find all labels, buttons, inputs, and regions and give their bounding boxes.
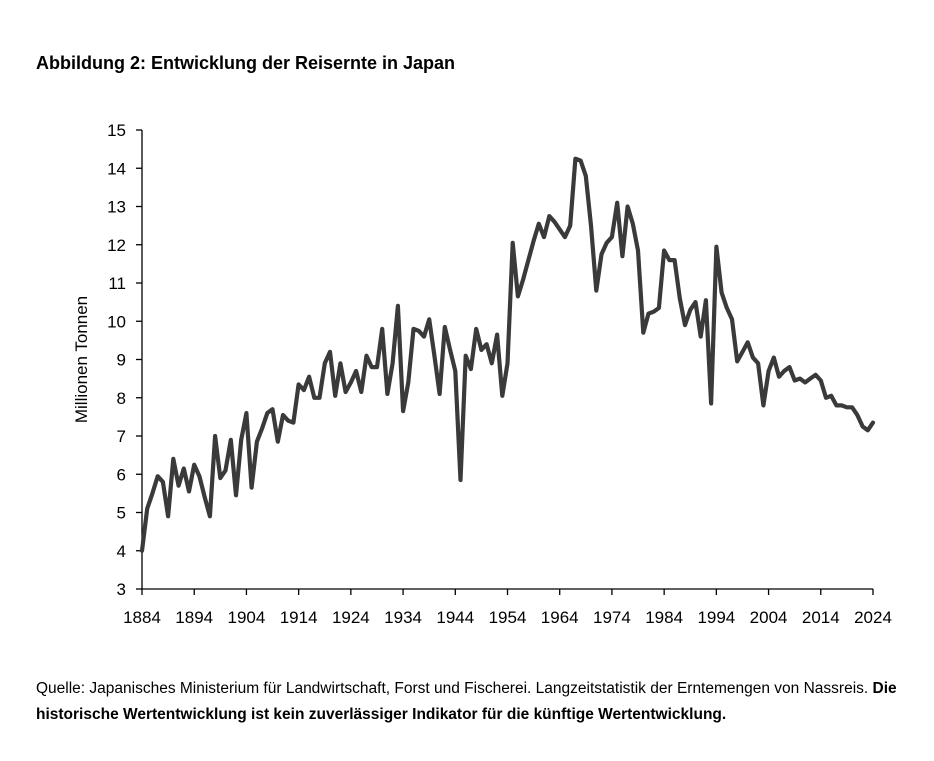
- x-tick-label: 2024: [854, 608, 892, 627]
- series-line: [139, 156, 876, 553]
- y-tick-label: 4: [117, 542, 126, 561]
- y-tick-label: 9: [117, 351, 126, 370]
- x-tick-label: 1924: [332, 608, 370, 627]
- y-tick-label: 15: [107, 121, 126, 140]
- x-tick-label: 1994: [697, 608, 735, 627]
- x-tick-label: 1934: [384, 608, 422, 627]
- x-tick-label: 1884: [123, 608, 161, 627]
- y-axis-label: Millionen Tonnen: [72, 296, 91, 423]
- chart-title: Abbildung 2: Entwicklung der Reisernte i…: [36, 53, 456, 73]
- y-tick-label: 7: [117, 427, 126, 446]
- x-tick-label: 1954: [489, 608, 527, 627]
- line-chart: 3 4 5 6 7 8 9 10 11 12 13 14 15 1884 1894 1904 1914 1924 1…: [72, 121, 892, 627]
- y-tick-label: 11: [108, 274, 126, 293]
- y-tick-label: 10: [107, 312, 126, 331]
- y-tick-label: 8: [117, 389, 126, 408]
- x-tick-label: 1974: [593, 608, 631, 627]
- disclaimer-text: Die historische Wertentwicklung ist kein…: [36, 680, 897, 723]
- x-tick-label: 1904: [228, 608, 266, 627]
- x-tick-label: 2014: [802, 608, 840, 627]
- y-tick-label: 6: [117, 465, 126, 484]
- x-tick-label: 1914: [280, 608, 318, 627]
- y-tick-label: 5: [117, 504, 126, 523]
- source-text: Quelle: Japanisches Ministerium für Land…: [36, 680, 869, 697]
- x-tick-label: 1944: [436, 608, 474, 627]
- x-tick-label: 1964: [541, 608, 579, 627]
- y-tick-label: 12: [107, 236, 126, 255]
- x-tick-label: 2004: [750, 608, 788, 627]
- y-tick-label: 3: [117, 580, 126, 599]
- y-tick-label: 14: [107, 159, 126, 178]
- x-tick-label: 1984: [645, 608, 683, 627]
- source-note: Quelle: Japanisches Ministerium für Land…: [36, 676, 916, 728]
- x-tick-label: 1894: [175, 608, 213, 627]
- y-tick-label: 13: [107, 198, 126, 217]
